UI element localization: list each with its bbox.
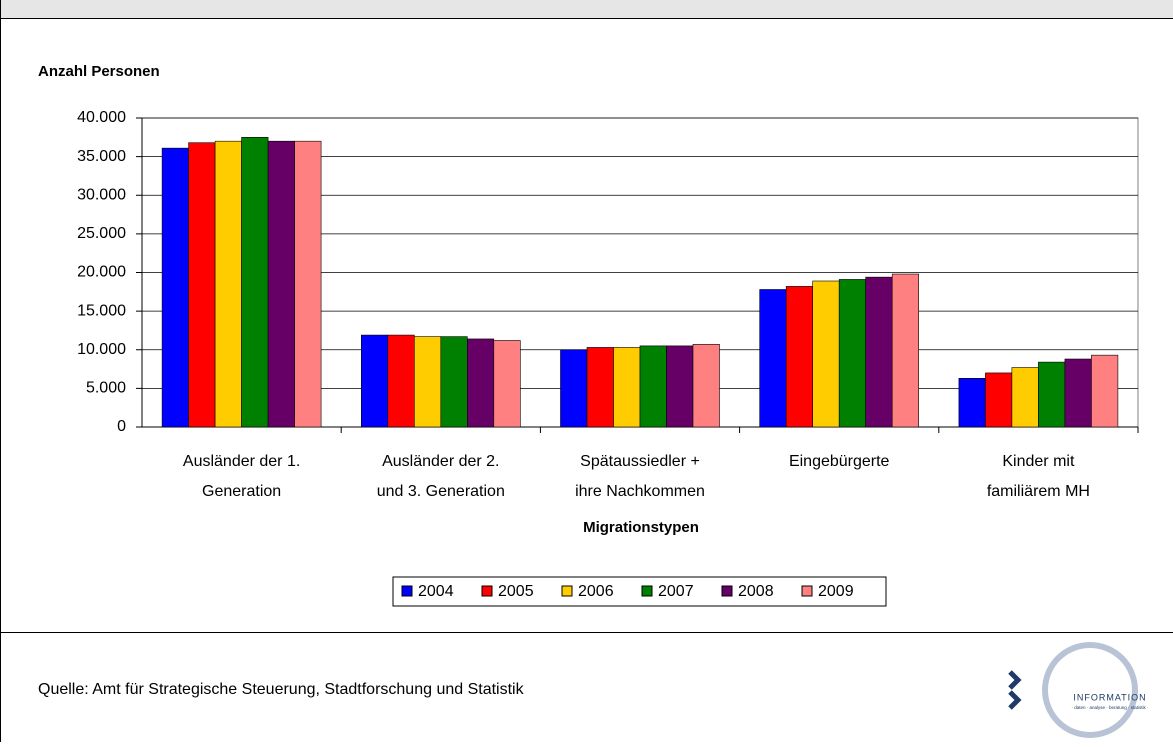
bar bbox=[1064, 358, 1092, 428]
legend-swatch bbox=[721, 585, 733, 597]
x-axis-title: Migrationstypen bbox=[583, 519, 699, 536]
x-tick-label: und 3. Generation bbox=[377, 483, 505, 500]
legend-swatch bbox=[481, 585, 493, 597]
y-tick-label: 15.000 bbox=[77, 302, 126, 319]
logo-arrows bbox=[1008, 670, 1022, 710]
bar bbox=[692, 344, 720, 428]
bar bbox=[613, 347, 641, 428]
x-tick-label: familiärem MH bbox=[987, 483, 1090, 500]
bar bbox=[360, 334, 389, 428]
logo-title: INFORMATION bbox=[1073, 692, 1146, 702]
bar bbox=[1038, 361, 1066, 428]
bar bbox=[387, 334, 415, 428]
legend-swatch bbox=[641, 585, 653, 597]
bar bbox=[493, 340, 521, 428]
legend-label: 2006 bbox=[578, 583, 614, 600]
bar bbox=[161, 147, 189, 428]
y-tick-label: 35.000 bbox=[77, 148, 126, 165]
bar bbox=[1011, 367, 1039, 428]
legend-label: 2005 bbox=[498, 583, 534, 600]
legend-label: 2009 bbox=[818, 583, 854, 600]
legend-swatch bbox=[801, 585, 813, 597]
x-tick-label: Spätaussiedler + bbox=[580, 453, 700, 470]
legend-label: 2004 bbox=[418, 583, 454, 600]
y-tick-label: 40.000 bbox=[77, 109, 126, 126]
bar bbox=[241, 137, 269, 428]
top-band bbox=[0, 0, 1173, 18]
legend-swatch bbox=[561, 585, 573, 597]
bar bbox=[586, 347, 614, 428]
bar bbox=[812, 280, 840, 428]
legend-label: 2007 bbox=[658, 583, 694, 600]
bar bbox=[639, 345, 667, 428]
bar bbox=[214, 140, 242, 428]
y-tick-label: 20.000 bbox=[77, 264, 126, 281]
bar bbox=[785, 286, 814, 428]
bar bbox=[466, 338, 495, 428]
bar bbox=[294, 140, 322, 428]
y-tick-label: 10.000 bbox=[77, 341, 126, 358]
x-tick-label: Eingebürgerte bbox=[789, 453, 890, 470]
bar bbox=[1091, 354, 1119, 428]
y-tick-label: 25.000 bbox=[77, 225, 126, 242]
bar bbox=[560, 349, 588, 428]
bar bbox=[838, 279, 867, 428]
bar bbox=[413, 336, 442, 428]
bar bbox=[267, 140, 295, 428]
logo: INFORMATION · daten · analyse · beratung… bbox=[1008, 642, 1149, 738]
logo-subtitle: · daten · analyse · beratung · statistik… bbox=[1071, 705, 1148, 710]
bar bbox=[188, 142, 216, 428]
bar bbox=[985, 372, 1013, 428]
y-axis-title: Anzahl Personen bbox=[38, 63, 160, 80]
x-tick-label: Ausländer der 1. bbox=[183, 453, 300, 470]
x-tick-label: ihre Nachkommen bbox=[575, 483, 705, 500]
x-tick-label: Ausländer der 2. bbox=[382, 453, 499, 470]
bar bbox=[759, 289, 787, 428]
bar bbox=[865, 276, 893, 428]
y-tick-label: 30.000 bbox=[77, 186, 126, 203]
bar bbox=[666, 345, 694, 428]
y-tick-label: 5.000 bbox=[86, 380, 126, 397]
logo-ring bbox=[1042, 642, 1138, 738]
bar bbox=[891, 273, 920, 428]
x-tick-label: Kinder mit bbox=[1002, 453, 1075, 470]
bar bbox=[958, 378, 986, 428]
source: Quelle: Amt für Strategische Steuerung, … bbox=[38, 681, 525, 698]
x-tick-label: Generation bbox=[202, 483, 281, 500]
bar bbox=[440, 336, 468, 428]
legend-swatch bbox=[401, 585, 413, 597]
y-tick-label: 0 bbox=[117, 418, 126, 435]
legend-label: 2008 bbox=[738, 583, 774, 600]
